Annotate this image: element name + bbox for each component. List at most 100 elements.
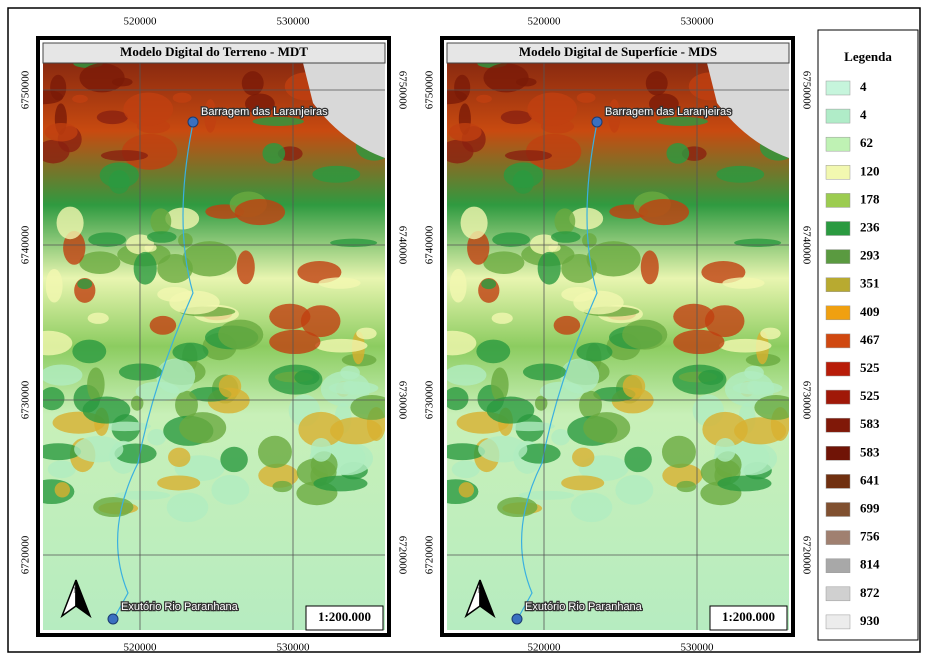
north-label: N <box>477 587 482 595</box>
terrain-patch <box>97 111 128 125</box>
terrain-patch <box>444 364 486 385</box>
terrain-patch <box>262 143 285 164</box>
legend-swatch <box>826 193 850 207</box>
terrain-patch <box>258 436 292 468</box>
terrain-patch <box>504 162 543 188</box>
map-title: Modelo Digital do Terreno - MDT <box>120 44 308 59</box>
y-coord-label: 6750000 <box>424 70 436 109</box>
x-coord-label: 520000 <box>528 642 562 654</box>
legend-title: Legenda <box>844 49 892 64</box>
legend-label: 930 <box>860 613 880 628</box>
legend-swatch <box>826 250 850 264</box>
legend-swatch <box>826 531 850 545</box>
map-title: Modelo Digital de Superfície - MDS <box>519 44 717 59</box>
terrain-patch <box>459 482 474 497</box>
terrain-patch <box>157 475 200 490</box>
terrain-patch <box>114 491 170 500</box>
terrain-patch <box>74 436 123 462</box>
place-marker <box>188 117 198 127</box>
place-label: Exutório Rio Paranhana <box>525 601 643 613</box>
terrain-patch <box>560 359 599 394</box>
terrain-patch <box>554 316 581 335</box>
terrain-patch <box>329 381 379 394</box>
terrain-patch <box>235 199 285 225</box>
legend-swatch <box>826 587 850 601</box>
terrain-patch <box>150 208 171 234</box>
place-marker <box>592 117 602 127</box>
terrain-patch <box>487 397 535 424</box>
terrain-patch <box>157 287 191 302</box>
terrain-patch <box>57 207 84 240</box>
terrain-patch <box>698 370 723 385</box>
legend-swatch <box>826 474 850 488</box>
legend-label: 409 <box>860 304 880 319</box>
legend-label: 583 <box>860 416 880 431</box>
terrain-patch <box>722 277 764 288</box>
terrain-patch <box>476 340 510 364</box>
terrain-patch <box>272 481 292 492</box>
x-coord-label: 530000 <box>681 642 715 654</box>
x-coord-label: 530000 <box>681 16 715 28</box>
legend-swatch <box>826 503 850 517</box>
legend-label: 4 <box>860 107 867 122</box>
legend-label: 641 <box>860 472 880 487</box>
terrain-patch <box>315 339 367 353</box>
terrain-patch <box>83 397 131 424</box>
terrain-patch <box>551 231 581 243</box>
legend-label: 872 <box>860 585 880 600</box>
terrain-patch <box>100 162 139 188</box>
terrain-patch <box>79 63 124 92</box>
terrain-patch <box>40 364 82 385</box>
terrain-patch <box>497 497 537 517</box>
legend-label: 467 <box>860 332 880 347</box>
place-label: Exutório Rio Paranhana <box>121 601 239 613</box>
legend-swatch <box>826 137 850 151</box>
legend-label: 236 <box>860 219 880 234</box>
terrain-patch <box>554 208 575 234</box>
legend-swatch <box>826 390 850 404</box>
terrain-patch <box>716 166 764 183</box>
terrain-patch <box>147 231 177 243</box>
map-panel: Modelo Digital do Terreno - MDT520000520… <box>20 16 409 654</box>
terrain-patch <box>576 343 612 362</box>
y-coord-label: 6730000 <box>800 381 812 420</box>
terrain-patch <box>88 313 109 324</box>
terrain-patch <box>112 78 133 87</box>
y-coord-label: 6720000 <box>800 536 812 575</box>
terrain-patch <box>119 363 162 380</box>
place-label: Barragem das Laranjeiras <box>201 106 328 118</box>
terrain-patch <box>615 475 653 505</box>
legend-swatch <box>826 334 850 348</box>
x-coord-label: 530000 <box>277 642 311 654</box>
terrain-patch <box>179 412 226 443</box>
x-coord-label: 520000 <box>528 16 562 28</box>
legend-swatch <box>826 559 850 573</box>
terrain-patch <box>167 492 209 522</box>
terrain-patch <box>666 143 689 164</box>
terrain-patch <box>481 279 496 289</box>
terrain-patch <box>657 117 708 126</box>
north-label: N <box>73 587 78 595</box>
terrain-patch <box>454 75 470 101</box>
y-coord-label: 6740000 <box>800 226 812 265</box>
terrain-patch <box>622 320 667 350</box>
legend-label: 120 <box>860 163 880 178</box>
terrain-patch <box>646 71 668 95</box>
terrain-patch <box>340 366 360 380</box>
terrain-patch <box>311 438 332 462</box>
terrain-patch <box>516 78 537 87</box>
terrain-patch <box>523 363 566 380</box>
terrain-patch <box>760 328 780 340</box>
legend-swatch <box>826 362 850 376</box>
terrain-patch <box>220 447 247 472</box>
y-coord-label: 6720000 <box>424 535 436 574</box>
terrain-patch <box>744 366 764 380</box>
y-coord-label: 6730000 <box>20 380 32 419</box>
terrain-patch <box>218 320 263 350</box>
terrain-patch <box>561 287 595 302</box>
terrain-patch <box>147 429 166 445</box>
terrain-patch <box>156 359 195 394</box>
y-coord-label: 6730000 <box>396 381 408 420</box>
terrain-patch <box>717 476 771 492</box>
legend-swatch <box>826 278 850 292</box>
